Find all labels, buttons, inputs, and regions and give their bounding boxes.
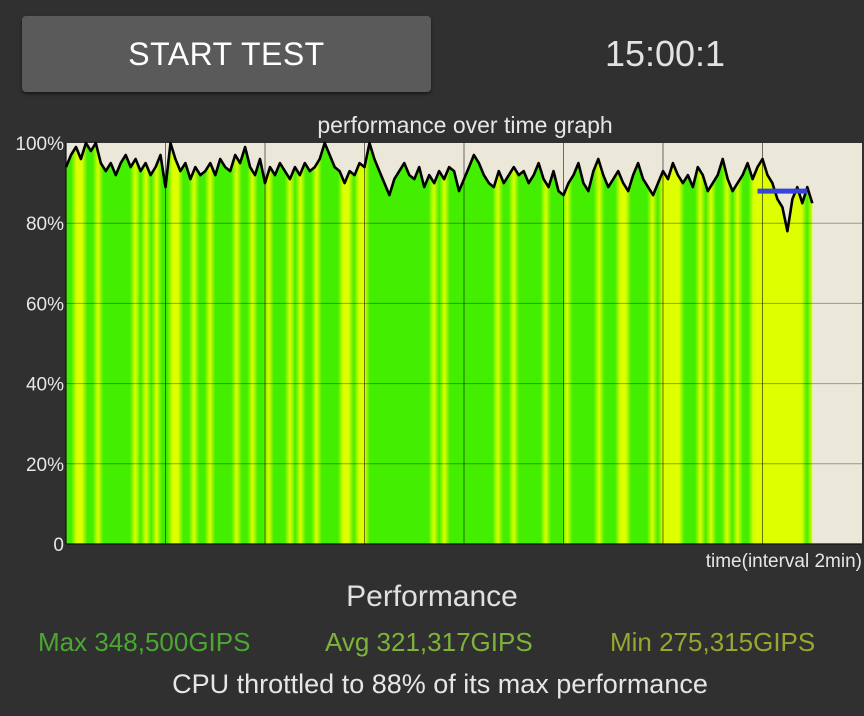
min-stat: Min 275,315GIPS <box>610 627 816 657</box>
graph-title: performance over time graph <box>317 112 613 138</box>
y-tick-label: 80% <box>26 214 64 235</box>
performance-chart: 0 20% 40% 60% 80% 100% time(interval 2min) <box>15 134 862 572</box>
y-tick-label: 0 <box>53 535 64 556</box>
avg-stat: Avg 321,317GIPS <box>325 627 533 657</box>
x-axis-label: time(interval 2min) <box>706 551 862 572</box>
throttle-message: CPU throttled to 88% of its max performa… <box>172 669 708 699</box>
max-stat: Max 348,500GIPS <box>38 627 251 657</box>
y-tick-label: 60% <box>26 294 64 315</box>
test-timer: 15:00:1 <box>604 33 726 74</box>
y-tick-label: 100% <box>15 134 64 155</box>
performance-line <box>64 141 814 233</box>
y-tick-label: 20% <box>26 455 64 476</box>
performance-area <box>66 143 813 544</box>
start-test-button[interactable]: START TEST <box>22 16 431 92</box>
y-tick-label: 40% <box>26 375 64 396</box>
performance-title: Performance <box>346 580 518 613</box>
